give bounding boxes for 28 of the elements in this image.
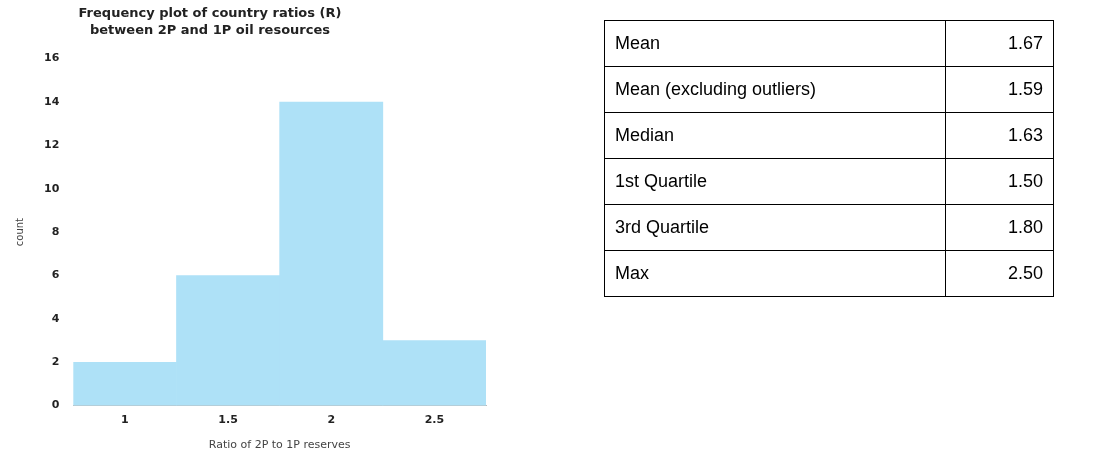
y-tick-label: 14	[44, 94, 60, 108]
x-tick-label: 1	[121, 413, 129, 427]
x-tick-label: 2	[327, 413, 336, 427]
x-tick-label: 2.5	[424, 413, 445, 427]
text: 3rd Quartile	[604, 204, 946, 251]
y-tick-label: 6	[51, 268, 60, 282]
y-tick-label: 2	[51, 355, 60, 369]
text: Max	[604, 250, 946, 297]
y-axis-title: count	[13, 217, 25, 247]
text: 1.63	[945, 112, 1054, 159]
y-tick-label: 16	[44, 51, 60, 65]
text: 1.80	[945, 204, 1054, 251]
y-tick-label: 12	[44, 138, 60, 152]
chart-title: Frequency plot of country ratios (R) between 2P and 1P oil resources	[77, 4, 343, 38]
x-axis-title: Ratio of 2P to 1P reserves	[208, 438, 351, 452]
text: 1.59	[945, 66, 1054, 113]
x-tick-label: 1.5	[218, 413, 238, 427]
y-tick-label: 0	[51, 398, 60, 412]
y-tick-label: 10	[44, 181, 60, 195]
text: Median	[604, 112, 946, 159]
y-tick-label: 4	[51, 311, 60, 325]
text: 1.67	[945, 20, 1054, 67]
text: Mean	[604, 20, 946, 67]
text: 2.50	[945, 250, 1054, 297]
text: 1st Quartile	[604, 158, 946, 205]
text: Mean (excluding outliers)	[604, 66, 946, 113]
text: 1.50	[945, 158, 1054, 205]
y-tick-label: 8	[51, 224, 60, 238]
